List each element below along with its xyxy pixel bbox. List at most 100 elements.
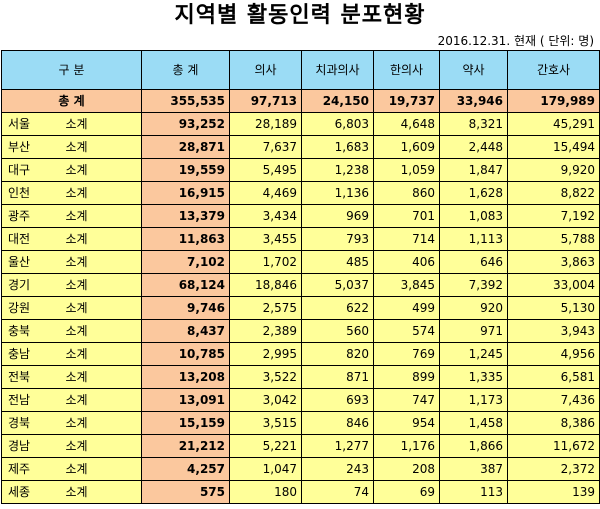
table-row: 경기 소계 68,124 18,846 5,037 3,845 7,392 33,004 [1, 273, 600, 297]
header-dentist: 치과의사 [301, 50, 374, 90]
value-cell: 5,221 [229, 434, 302, 458]
value-cell: 3,515 [229, 411, 302, 435]
value-cell: 485 [301, 250, 374, 274]
subtotal-label: 소계 [61, 273, 142, 297]
region-total-cell: 8,437 [141, 319, 230, 343]
value-cell: 3,042 [229, 388, 302, 412]
value-cell: 920 [439, 296, 508, 320]
value-cell: 622 [301, 296, 374, 320]
value-cell: 1,683 [301, 135, 374, 159]
value-cell: 8,386 [507, 411, 600, 435]
value-cell: 1,245 [439, 342, 508, 366]
region-total-cell: 10,785 [141, 342, 230, 366]
table-row: 전북 소계 13,208 3,522 871 899 1,335 6,581 [1, 365, 600, 389]
value-cell: 1,083 [439, 204, 508, 228]
value-cell: 2,448 [439, 135, 508, 159]
value-cell: 3,522 [229, 365, 302, 389]
region-name: 경남 [1, 434, 62, 458]
value-cell: 6,803 [301, 112, 374, 136]
value-cell: 5,495 [229, 158, 302, 182]
region-total-cell: 13,208 [141, 365, 230, 389]
value-cell: 2,372 [507, 457, 600, 481]
value-cell: 406 [373, 250, 440, 274]
region-total-cell: 21,212 [141, 434, 230, 458]
value-cell: 18,846 [229, 273, 302, 297]
subtotal-label: 소계 [61, 457, 142, 481]
header-doctor: 의사 [229, 50, 302, 90]
page-title: 지역별 활동인력 분포현황 [174, 3, 426, 28]
value-cell: 820 [301, 342, 374, 366]
value-cell: 1,136 [301, 181, 374, 205]
value-cell: 9,920 [507, 158, 600, 182]
subtotal-label: 소계 [61, 342, 142, 366]
region-name: 강원 [1, 296, 62, 320]
value-cell: 2,389 [229, 319, 302, 343]
region-name: 경기 [1, 273, 62, 297]
value-cell: 1,176 [373, 434, 440, 458]
grand-total-cell: 33,946 [439, 89, 508, 113]
value-cell: 693 [301, 388, 374, 412]
region-total-cell: 19,559 [141, 158, 230, 182]
subtotal-label: 소계 [61, 250, 142, 274]
subtotal-label: 소계 [61, 365, 142, 389]
value-cell: 1,458 [439, 411, 508, 435]
value-cell: 1,628 [439, 181, 508, 205]
table-row: 경남 소계 21,212 5,221 1,277 1,176 1,866 11,672 [1, 434, 600, 458]
region-name: 인천 [1, 181, 62, 205]
value-cell: 747 [373, 388, 440, 412]
table-row: 세종 소계 575 180 74 69 113 139 [1, 480, 600, 504]
value-cell: 1,847 [439, 158, 508, 182]
header-oriental-doctor: 한의사 [373, 50, 440, 90]
value-cell: 560 [301, 319, 374, 343]
value-cell: 971 [439, 319, 508, 343]
value-cell: 5,037 [301, 273, 374, 297]
table-row: 서울 소계 93,252 28,189 6,803 4,648 8,321 45,291 [1, 112, 600, 136]
value-cell: 954 [373, 411, 440, 435]
value-cell: 1,113 [439, 227, 508, 251]
subtotal-label: 소계 [61, 480, 142, 504]
table-row: 제주 소계 4,257 1,047 243 208 387 2,372 [1, 457, 600, 481]
subtotal-label: 소계 [61, 112, 142, 136]
date-unit-note: 2016.12.31. 현재 ( 단위: 명) [437, 34, 594, 48]
value-cell: 1,609 [373, 135, 440, 159]
value-cell: 2,995 [229, 342, 302, 366]
region-total-cell: 13,091 [141, 388, 230, 412]
value-cell: 8,822 [507, 181, 600, 205]
header-total: 총 계 [141, 50, 230, 90]
subtotal-label: 소계 [61, 411, 142, 435]
value-cell: 74 [301, 480, 374, 504]
subtotal-label: 소계 [61, 204, 142, 228]
region-name: 충남 [1, 342, 62, 366]
value-cell: 3,845 [373, 273, 440, 297]
region-name: 충북 [1, 319, 62, 343]
subtotal-label: 소계 [61, 135, 142, 159]
value-cell: 6,581 [507, 365, 600, 389]
subtotal-label: 소계 [61, 434, 142, 458]
value-cell: 7,392 [439, 273, 508, 297]
region-total-cell: 4,257 [141, 457, 230, 481]
header-pharmacist: 약사 [439, 50, 508, 90]
value-cell: 1,866 [439, 434, 508, 458]
value-cell: 4,648 [373, 112, 440, 136]
table-row: 부산 소계 28,871 7,637 1,683 1,609 2,448 15,494 [1, 135, 600, 159]
value-cell: 5,130 [507, 296, 600, 320]
value-cell: 1,047 [229, 457, 302, 481]
grand-total-cell: 19,737 [373, 89, 440, 113]
value-cell: 3,455 [229, 227, 302, 251]
value-cell: 574 [373, 319, 440, 343]
value-cell: 2,575 [229, 296, 302, 320]
region-name: 대전 [1, 227, 62, 251]
region-name: 세종 [1, 480, 62, 504]
value-cell: 3,943 [507, 319, 600, 343]
table-row: 광주 소계 13,379 3,434 969 701 1,083 7,192 [1, 204, 600, 228]
region-total-cell: 11,863 [141, 227, 230, 251]
region-name: 경북 [1, 411, 62, 435]
value-cell: 969 [301, 204, 374, 228]
subtotal-label: 소계 [61, 181, 142, 205]
value-cell: 4,956 [507, 342, 600, 366]
table-row: 울산 소계 7,102 1,702 485 406 646 3,863 [1, 250, 600, 274]
value-cell: 860 [373, 181, 440, 205]
header-category: 구 분 [1, 50, 142, 90]
region-name: 전북 [1, 365, 62, 389]
value-cell: 701 [373, 204, 440, 228]
